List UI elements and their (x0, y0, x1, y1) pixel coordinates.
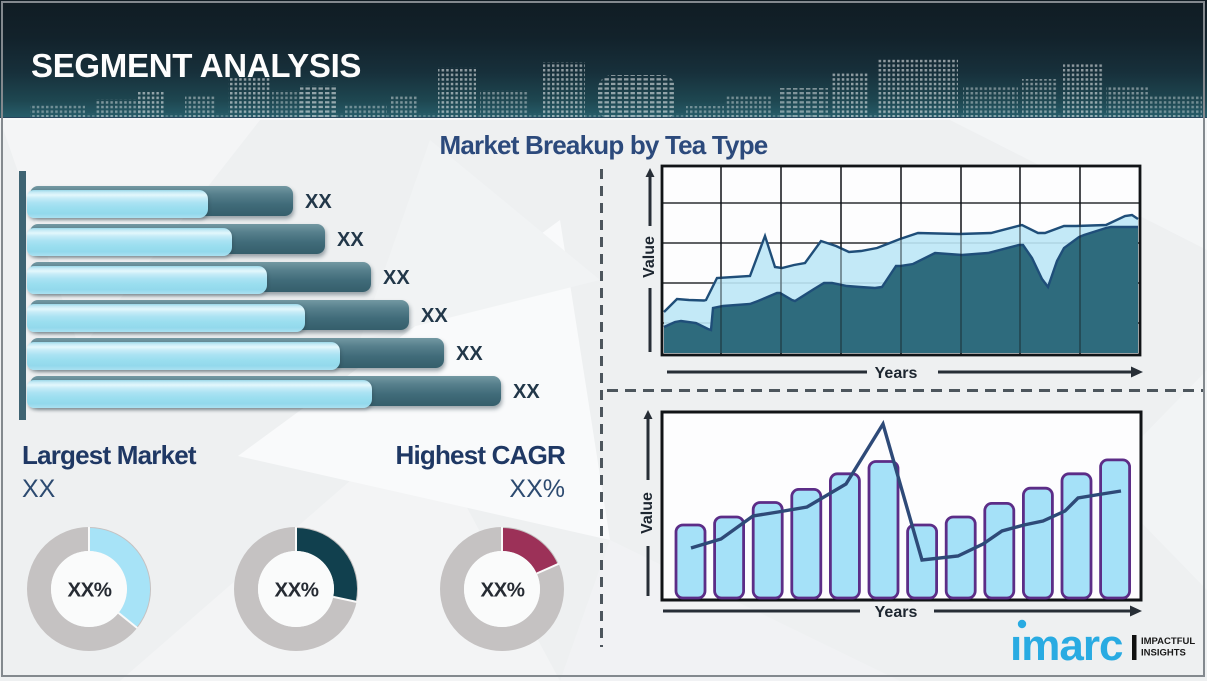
svg-text:Years: Years (875, 604, 918, 621)
svg-text:Value: Value (639, 492, 656, 534)
svg-text:XX%: XX% (480, 579, 524, 602)
svg-text:Value: Value (641, 236, 658, 278)
svg-text:XX%: XX% (67, 579, 111, 602)
svg-text:Years: Years (875, 365, 918, 382)
svg-text:XX%: XX% (274, 579, 318, 602)
svg-text:ımarc: ımarc (1010, 621, 1123, 670)
svg-text:INSIGHTS: INSIGHTS (1141, 648, 1186, 659)
svg-text:IMPACTFUL: IMPACTFUL (1141, 636, 1195, 647)
